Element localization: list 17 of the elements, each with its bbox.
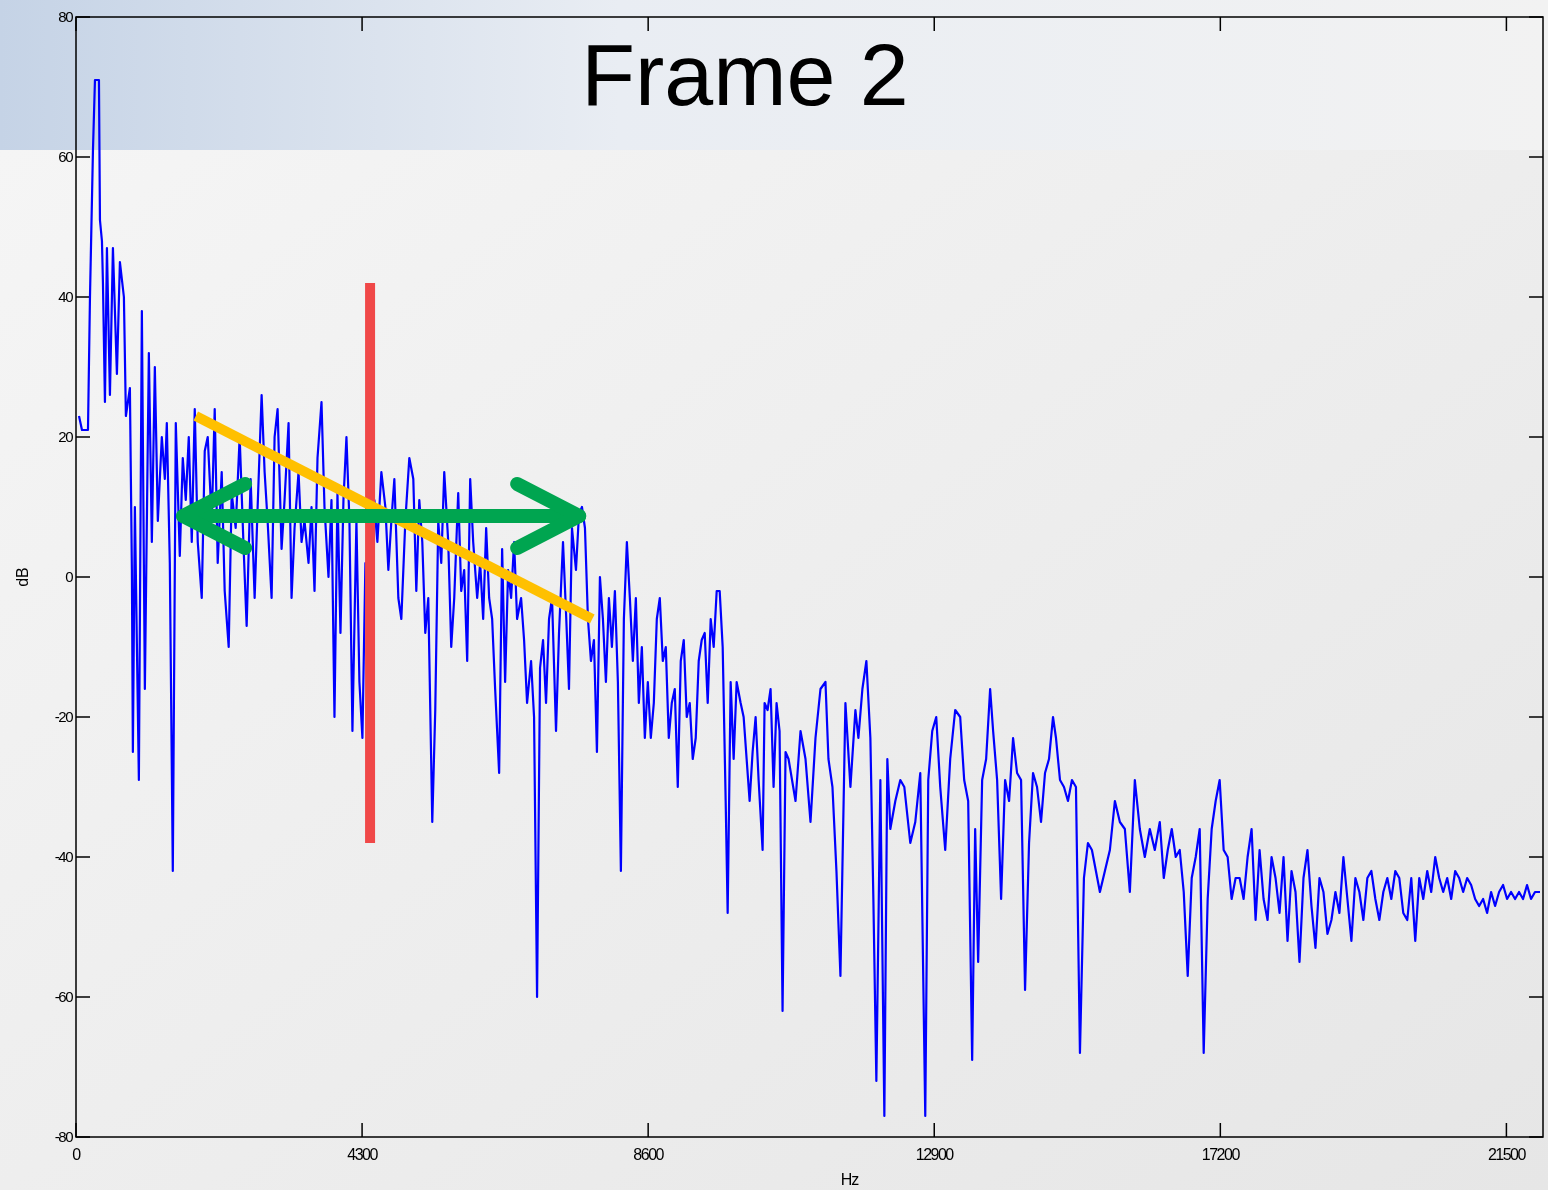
x-tick-label: 12900 [915,1146,955,1163]
x-tick-label: 4300 [347,1146,379,1163]
y-tick-label: -40 [54,848,74,865]
x-tick-label: 21500 [1487,1146,1527,1163]
y-tick-label: 0 [65,568,74,585]
chart-title: Frame 2 [581,25,909,124]
y-tick-label: 20 [58,428,74,445]
y-tick-label: 40 [58,288,74,305]
y-tick-label: -80 [54,1128,74,1145]
x-axis-title: Hz [840,1171,860,1188]
x-tick-label: 8600 [633,1146,665,1163]
y-tick-label: -20 [54,708,74,725]
x-tick-label: 17200 [1201,1146,1241,1163]
y-axis-title: dB [14,567,31,587]
y-tick-label: 80 [58,8,74,25]
y-tick-label: -60 [54,988,74,1005]
y-tick-label: 60 [58,148,74,165]
